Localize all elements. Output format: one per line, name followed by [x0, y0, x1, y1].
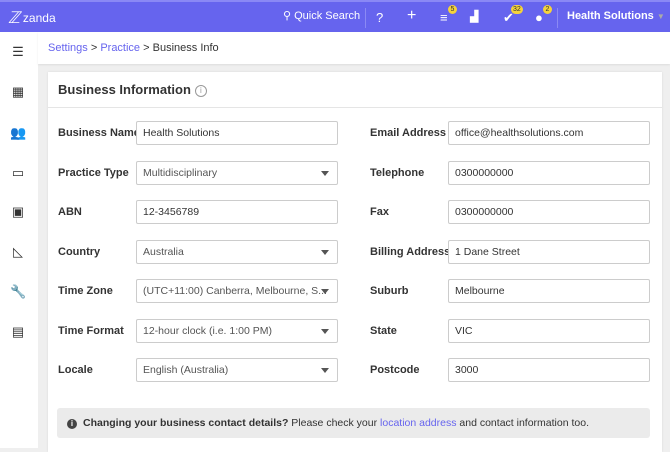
country-select[interactable]: Australia	[136, 239, 338, 264]
business-info-card: Business Information i Business Name Healt…	[48, 72, 662, 452]
suburb-label: Suburb	[370, 285, 409, 297]
business-name-label: Business Name	[58, 127, 140, 139]
fax-label: Fax	[370, 206, 389, 218]
account-menu[interactable]: Health Solutions ▼	[567, 10, 665, 22]
info-icon[interactable]: i	[194, 84, 207, 97]
time-zone-select[interactable]: (UTC+11:00) Canberra, Melbourne, S...	[136, 279, 338, 303]
chevron-down-icon: ▼	[656, 12, 665, 21]
state-input[interactable]: VIC	[448, 318, 650, 343]
postcode-input[interactable]: 3000	[448, 358, 650, 382]
location-address-link[interactable]: location address	[380, 417, 457, 429]
settings-wrench-icon[interactable]: 🔧	[10, 284, 27, 299]
search-label: Quick Search	[294, 10, 361, 22]
abn-input[interactable]: 12-3456789	[136, 200, 338, 224]
id-card-icon[interactable]: ▭	[11, 165, 25, 180]
reports-icon[interactable]: ▣	[11, 204, 25, 219]
search-icon: ⚲	[283, 10, 292, 22]
checklist-icon[interactable]: ✔ 32	[503, 5, 523, 25]
tasks-icon[interactable]: ≡ 5	[440, 5, 457, 25]
notice-bold: Changing your business contact details?	[83, 417, 289, 429]
telephone-input[interactable]: 0300000000	[448, 160, 650, 185]
notice-text: Please check your	[291, 417, 378, 429]
divider	[557, 8, 558, 28]
reports-icon[interactable]: ▟	[470, 11, 479, 23]
billing-address-input[interactable]: 1 Dane Street	[448, 239, 650, 264]
messages-icon[interactable]: ● 2	[535, 5, 552, 25]
info-icon: i	[67, 419, 77, 429]
title-text: Business Information	[58, 82, 191, 97]
clients-icon[interactable]: 👥	[10, 125, 27, 140]
quick-search-button[interactable]: ⚲ Quick Search	[283, 9, 360, 22]
time-format-label: Time Format	[58, 324, 124, 337]
breadcrumb-current: Business Info	[152, 42, 219, 54]
menu-icon[interactable]: ☰	[12, 44, 24, 59]
locale-select[interactable]: English (Australia)	[136, 358, 338, 382]
state-label: State	[370, 324, 397, 337]
breadcrumb-separator: >	[143, 42, 150, 54]
locale-label: Locale	[58, 364, 93, 376]
logo-text: zanda	[22, 11, 56, 25]
billing-address-label: Billing Address	[370, 245, 451, 258]
telephone-label: Telephone	[370, 166, 425, 179]
sidebar: ☰ ▦ 👥 ▭ ▣ ◺ 🔧 ▤	[0, 32, 38, 448]
calendar-icon[interactable]: ▦	[11, 84, 25, 99]
document-icon[interactable]: ▤	[11, 324, 25, 339]
add-icon[interactable]: +	[407, 7, 417, 24]
messages-badge: 2	[543, 5, 552, 14]
breadcrumb-practice[interactable]: Practice	[100, 42, 141, 54]
notice-text: and contact information too.	[459, 417, 589, 429]
info-notice: i Changing your business contact details?…	[57, 408, 650, 438]
practice-type-select[interactable]: Multidisciplinary	[136, 160, 338, 185]
page-title: Business Information i	[58, 82, 207, 97]
help-icon[interactable]: ?	[376, 10, 384, 25]
practice-type-label: Practice Type	[58, 166, 129, 179]
business-name-input[interactable]: Health Solutions	[136, 121, 338, 145]
tasks-badge: 5	[448, 5, 457, 14]
email-address-input[interactable]: office@healthsolutions.com	[448, 121, 650, 145]
breadcrumb-settings[interactable]: Settings	[48, 42, 88, 54]
postcode-label: Postcode	[370, 364, 420, 376]
fax-input[interactable]: 0300000000	[448, 200, 650, 224]
suburb-input[interactable]: Melbourne	[448, 279, 650, 303]
country-label: Country	[58, 245, 101, 258]
email-address-label: Email Address	[370, 127, 447, 139]
analytics-icon[interactable]: ◺	[13, 244, 23, 259]
divider	[48, 107, 662, 108]
breadcrumb-separator: >	[90, 42, 98, 54]
account-name: Health Solutions	[567, 10, 654, 22]
checks-badge: 32	[511, 5, 523, 14]
abn-label: ABN	[58, 206, 82, 218]
time-zone-label: Time Zone	[58, 285, 113, 297]
breadcrumb: Settings > Practice > Business Info	[38, 32, 670, 64]
time-format-select[interactable]: 12-hour clock (i.e. 1:00 PM)	[136, 318, 338, 343]
divider	[365, 8, 366, 28]
